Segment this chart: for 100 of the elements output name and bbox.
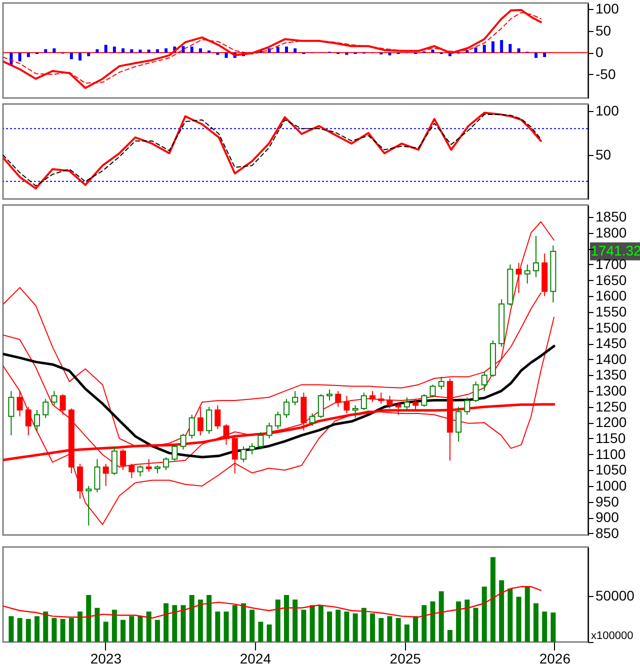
- candlestick: [335, 390, 342, 408]
- candlestick: [16, 390, 23, 417]
- bar: [215, 612, 220, 642]
- bar: [240, 603, 246, 642]
- bar: [17, 618, 22, 642]
- candlestick: [240, 446, 246, 463]
- bar: [456, 601, 462, 642]
- bar: [464, 600, 470, 642]
- candlestick: [197, 406, 204, 436]
- candlestick: [188, 414, 195, 439]
- bar: [34, 616, 40, 642]
- bar: [156, 49, 159, 53]
- y-tick-label: 50: [596, 22, 612, 38]
- bar: [26, 52, 30, 58]
- candlestick: [60, 394, 66, 416]
- bar: [292, 600, 298, 642]
- bar: [344, 612, 350, 642]
- candlestick: [309, 412, 316, 426]
- candlestick: [86, 485, 92, 526]
- bar: [508, 44, 512, 53]
- y-tick-label: 100: [596, 0, 620, 17]
- candlestick: [25, 406, 32, 436]
- y-tick-label: 1350: [596, 366, 627, 383]
- y-tick-label: 1500: [596, 319, 627, 336]
- candlestick: [163, 456, 170, 471]
- y-tick-label: 100: [596, 102, 620, 119]
- candlestick: [516, 262, 522, 294]
- bar: [94, 608, 100, 642]
- y-tick-label: 950: [596, 493, 620, 510]
- bar: [147, 50, 150, 53]
- y-tick-label: 900: [596, 509, 620, 526]
- bar: [96, 49, 99, 53]
- candlestick: [172, 444, 178, 462]
- candlestick: [378, 392, 384, 404]
- bar: [26, 618, 31, 642]
- bar: [172, 605, 178, 642]
- y-tick-label: 1850: [596, 208, 627, 225]
- bar: [473, 608, 478, 642]
- bar: [422, 605, 427, 642]
- y-tick-label: 50000: [596, 587, 635, 604]
- bar: [490, 557, 496, 642]
- bar: [44, 49, 48, 53]
- bar: [224, 52, 228, 58]
- bar: [8, 616, 14, 642]
- candlestick: [464, 396, 470, 416]
- candlestick: [438, 376, 444, 390]
- candlestick: [472, 381, 479, 403]
- candlestick: [430, 384, 436, 398]
- bar: [276, 47, 280, 53]
- candlestick: [249, 442, 256, 455]
- y-tick-label: 1150: [596, 430, 626, 446]
- bar: [474, 47, 478, 53]
- bar: [112, 610, 117, 642]
- candlestick: [404, 396, 410, 411]
- candlestick: [532, 236, 539, 278]
- candlestick: [137, 464, 144, 477]
- bar: [413, 616, 418, 642]
- bar: [294, 48, 297, 53]
- bar: [122, 48, 125, 53]
- y-tick-label: 1450: [596, 335, 627, 352]
- bar: [164, 48, 168, 53]
- x-tick-label: 2026: [539, 650, 571, 665]
- bar: [138, 50, 142, 53]
- bar: [129, 616, 134, 642]
- candlestick: [266, 422, 272, 439]
- candlestick: [206, 406, 212, 434]
- y-tick-label: 1650: [596, 272, 627, 288]
- bar: [70, 52, 73, 60]
- bar: [301, 610, 306, 642]
- bar: [378, 618, 384, 642]
- bar: [482, 44, 486, 53]
- bar: [284, 46, 288, 53]
- bar: [430, 601, 436, 642]
- bar: [310, 605, 315, 642]
- candlestick: [326, 388, 332, 402]
- candlestick: [456, 406, 462, 442]
- y-tick-label: 850: [596, 524, 620, 541]
- bar: [284, 594, 289, 642]
- bar: [388, 52, 392, 56]
- bar: [232, 605, 238, 642]
- bar: [138, 616, 143, 642]
- bar: [198, 600, 203, 642]
- bar: [275, 600, 280, 642]
- y-tick-label: 1400: [596, 350, 627, 367]
- candlestick: [421, 394, 428, 408]
- candlestick: [180, 433, 186, 450]
- bar: [542, 612, 548, 642]
- bar: [190, 46, 194, 53]
- candlestick: [102, 463, 109, 486]
- bar: [68, 618, 74, 642]
- candlestick: [223, 424, 230, 446]
- bar: [387, 616, 392, 642]
- bar: [318, 605, 324, 642]
- bar: [250, 610, 255, 642]
- y-tick-label: 1550: [596, 303, 627, 320]
- bar: [482, 586, 487, 642]
- candlestick: [8, 390, 14, 436]
- y-tick-label: 1600: [596, 288, 627, 304]
- candlestick: [360, 392, 367, 411]
- y-tick-label: -50: [596, 66, 616, 82]
